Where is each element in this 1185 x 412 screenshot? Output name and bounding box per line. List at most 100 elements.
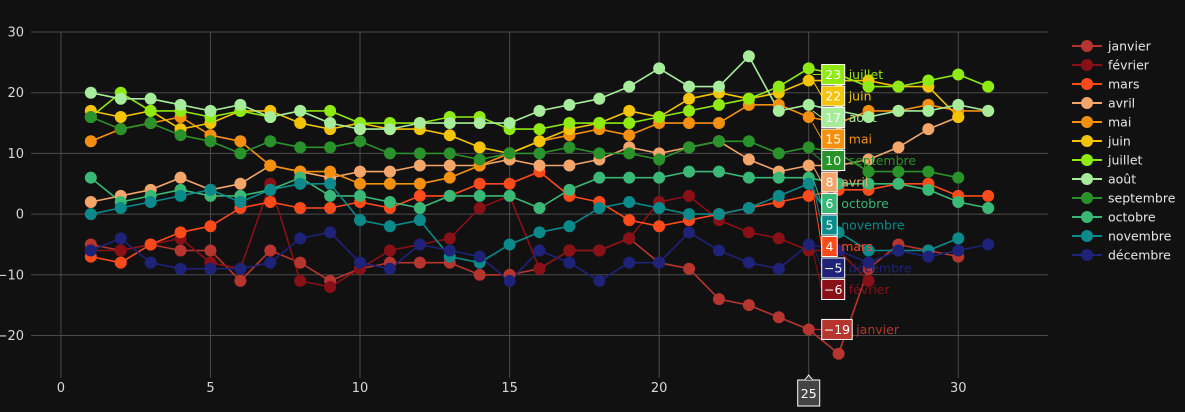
legend-item-aout[interactable]: août [1072,172,1136,187]
data-point-septembre[interactable] [772,147,785,160]
data-point-septembre[interactable] [503,147,516,160]
data-point-aout[interactable] [204,104,217,117]
data-point-mars[interactable] [623,214,636,227]
data-point-juin[interactable] [533,135,546,148]
data-point-septembre[interactable] [952,171,965,184]
data-point-octobre[interactable] [623,171,636,184]
data-point-decembre[interactable] [443,244,456,257]
data-point-decembre[interactable] [922,250,935,263]
data-point-janvier[interactable] [832,347,845,360]
data-point-decembre[interactable] [533,244,546,257]
data-point-juin[interactable] [623,104,636,117]
data-point-juin[interactable] [473,141,486,154]
data-point-juillet[interactable] [772,80,785,93]
data-point-fevrier[interactable] [324,280,337,293]
data-point-decembre[interactable] [144,256,157,269]
data-point-decembre[interactable] [623,256,636,269]
data-point-novembre[interactable] [712,208,725,221]
data-point-novembre[interactable] [204,183,217,196]
data-point-juillet[interactable] [683,104,696,117]
legend[interactable]: janvier février mars avril mai juin juillet aoû… [1072,39,1176,263]
data-point-mars[interactable] [204,220,217,233]
data-point-aout[interactable] [653,62,666,75]
data-point-septembre[interactable] [862,165,875,178]
data-point-octobre[interactable] [653,171,666,184]
data-point-aout[interactable] [294,104,307,117]
data-point-decembre[interactable] [683,226,696,239]
data-point-novembre[interactable] [383,220,396,233]
data-point-janvier[interactable] [473,268,486,281]
legend-item-juin[interactable]: juin [1072,134,1131,149]
data-point-juillet[interactable] [742,92,755,105]
data-point-fevrier[interactable] [473,202,486,215]
data-point-novembre[interactable] [683,208,696,221]
data-point-decembre[interactable] [712,244,725,257]
data-point-mars[interactable] [324,202,337,215]
data-point-novembre[interactable] [533,226,546,239]
data-point-aout[interactable] [473,117,486,130]
data-point-janvier[interactable] [234,274,247,287]
data-point-novembre[interactable] [742,202,755,215]
data-point-septembre[interactable] [324,141,337,154]
data-point-octobre[interactable] [354,189,367,202]
data-point-aout[interactable] [443,117,456,130]
data-point-mars[interactable] [114,256,127,269]
data-point-juin[interactable] [114,110,127,123]
data-point-fevrier[interactable] [772,232,785,245]
data-point-decembre[interactable] [234,262,247,275]
data-point-juillet[interactable] [623,117,636,130]
data-point-mars[interactable] [982,189,995,202]
data-point-decembre[interactable] [324,226,337,239]
data-point-septembre[interactable] [593,147,606,160]
data-point-mars[interactable] [503,177,516,190]
data-point-octobre[interactable] [772,171,785,184]
legend-item-janvier[interactable]: janvier [1072,39,1152,54]
data-point-juin[interactable] [294,117,307,130]
data-point-juin[interactable] [802,74,815,87]
data-point-janvier[interactable] [413,256,426,269]
data-point-janvier[interactable] [174,244,187,257]
data-point-avril[interactable] [234,177,247,190]
data-point-octobre[interactable] [324,189,337,202]
data-point-fevrier[interactable] [443,232,456,245]
data-point-novembre[interactable] [324,177,337,190]
data-point-decembre[interactable] [772,262,785,275]
data-point-octobre[interactable] [683,165,696,178]
data-point-fevrier[interactable] [533,262,546,275]
data-point-janvier[interactable] [683,262,696,275]
data-point-aout[interactable] [712,80,725,93]
legend-item-mai[interactable]: mai [1072,115,1131,130]
data-point-octobre[interactable] [443,189,456,202]
data-point-avril[interactable] [563,159,576,172]
data-point-janvier[interactable] [712,293,725,306]
data-point-juillet[interactable] [712,98,725,111]
data-point-octobre[interactable] [503,189,516,202]
data-point-mars[interactable] [802,189,815,202]
data-point-janvier[interactable] [772,311,785,324]
data-point-avril[interactable] [174,171,187,184]
data-point-septembre[interactable] [174,129,187,142]
data-point-avril[interactable] [84,195,97,208]
data-point-septembre[interactable] [114,123,127,136]
data-point-decembre[interactable] [593,274,606,287]
data-point-mars[interactable] [264,195,277,208]
data-point-septembre[interactable] [204,135,217,148]
data-point-aout[interactable] [563,98,576,111]
data-point-aout[interactable] [234,98,247,111]
data-point-novembre[interactable] [802,177,815,190]
data-point-fevrier[interactable] [114,244,127,257]
data-point-mai[interactable] [324,165,337,178]
data-point-decembre[interactable] [473,250,486,263]
data-point-novembre[interactable] [354,214,367,227]
data-point-novembre[interactable] [413,214,426,227]
data-point-mai[interactable] [443,171,456,184]
data-point-avril[interactable] [383,165,396,178]
data-point-novembre[interactable] [563,220,576,233]
data-point-aout[interactable] [174,98,187,111]
data-point-septembre[interactable] [443,147,456,160]
data-point-mars[interactable] [144,238,157,251]
data-point-aout[interactable] [114,92,127,105]
data-point-decembre[interactable] [294,232,307,245]
data-point-mars[interactable] [294,202,307,215]
data-point-novembre[interactable] [653,202,666,215]
